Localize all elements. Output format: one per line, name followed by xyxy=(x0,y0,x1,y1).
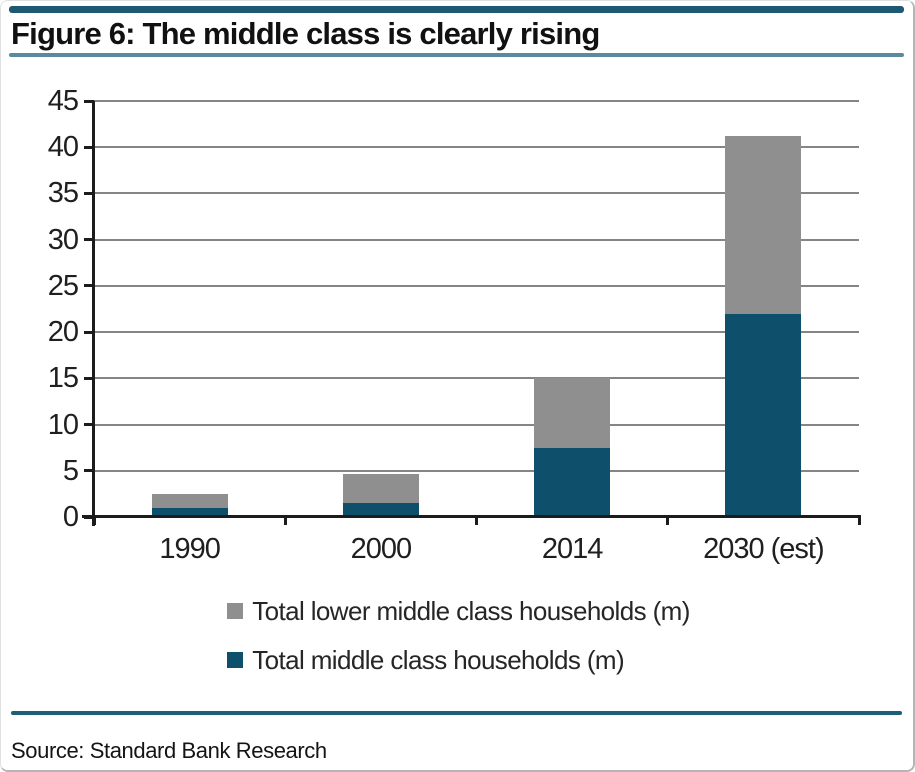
y-axis-tick-35 xyxy=(84,191,94,195)
bar-2014-lower-middle-class xyxy=(534,378,611,448)
gridline-30 xyxy=(94,238,859,241)
legend-swatch-lower-middle-class xyxy=(227,603,244,619)
y-axis-line xyxy=(92,101,95,526)
y-axis-tick-label-45: 45 xyxy=(47,85,79,117)
gridline-25 xyxy=(94,284,859,287)
legend-swatch-middle-class xyxy=(227,652,244,668)
y-axis-tick-labels: 0 5 10 15 20 25 30 35 40 45 xyxy=(1,1,81,561)
y-axis-tick-10 xyxy=(84,423,94,427)
legend-label-lower-middle-class: Total lower middle class households (m) xyxy=(252,596,690,626)
legend-items: Total lower middle class households (m) T… xyxy=(227,595,690,693)
x-axis-category-label-2: 2000 xyxy=(350,533,413,565)
y-axis-tick-label-30: 30 xyxy=(47,223,79,256)
gridline-35 xyxy=(94,192,859,195)
bar-1990-lower-middle-class xyxy=(151,493,228,508)
y-axis-tick-40 xyxy=(84,145,94,149)
footer-accent-rule xyxy=(11,711,902,715)
figure-title: Figure 6: The middle class is clearly ri… xyxy=(11,16,600,51)
gridline-40 xyxy=(94,146,859,149)
legend-item-middle-class: Total middle class households (m) xyxy=(227,644,625,676)
y-axis-tick-15 xyxy=(84,376,94,380)
x-axis-category-label-1: 1990 xyxy=(159,533,221,565)
y-axis-tick-label-40: 40 xyxy=(47,131,79,164)
bar-2000-middle-class xyxy=(342,503,419,517)
x-axis-tick-0 xyxy=(92,516,96,525)
gridline-45 xyxy=(94,100,859,102)
y-axis-tick-20 xyxy=(84,330,94,334)
gridline-5 xyxy=(94,469,859,472)
legend-item-lower-middle-class: Total lower middle class households (m) xyxy=(227,595,690,627)
x-axis-tick-3 xyxy=(666,516,670,525)
y-axis-tick-25 xyxy=(84,284,94,288)
bar-1990-middle-class xyxy=(151,507,228,517)
y-axis-tick-45 xyxy=(84,99,94,103)
figure-top-accent-rule xyxy=(9,6,904,13)
x-axis-category-label-3: 2014 xyxy=(541,533,604,565)
bar-2014-middle-class xyxy=(534,447,611,517)
x-axis-tick-1 xyxy=(283,516,287,525)
y-axis-tick-label-35: 35 xyxy=(47,177,79,210)
bar-2000-lower-middle-class xyxy=(342,473,419,504)
y-axis-tick-label-15: 15 xyxy=(47,362,79,395)
y-axis-tick-label-0: 0 xyxy=(62,501,79,533)
y-axis-tick-label-5: 5 xyxy=(62,454,79,487)
x-axis-category-label-4: 2030 (est) xyxy=(703,533,825,565)
x-axis-tick-4 xyxy=(857,516,861,525)
gridline-20 xyxy=(94,331,859,334)
legend-label-middle-class: Total middle class households (m) xyxy=(252,645,625,675)
y-axis-tick-30 xyxy=(84,238,94,242)
chart-legend: Total lower middle class households (m) T… xyxy=(1,595,913,693)
x-axis-line xyxy=(82,515,861,518)
y-axis-tick-5 xyxy=(84,469,94,473)
y-axis-tick-label-20: 20 xyxy=(47,316,79,349)
y-axis-tick-label-25: 25 xyxy=(47,269,79,302)
x-axis-tick-2 xyxy=(475,516,478,525)
stacked-bar-chart-plot-area xyxy=(82,99,861,526)
gridline-10 xyxy=(94,423,859,426)
title-underline-rule xyxy=(9,53,904,57)
gridline-15 xyxy=(94,377,859,380)
y-axis-tick-label-10: 10 xyxy=(47,408,79,441)
bar-2030est-middle-class xyxy=(725,313,802,517)
bar-2030est-lower-middle-class xyxy=(725,136,802,314)
source-attribution: Source: Standard Bank Research xyxy=(11,738,327,763)
